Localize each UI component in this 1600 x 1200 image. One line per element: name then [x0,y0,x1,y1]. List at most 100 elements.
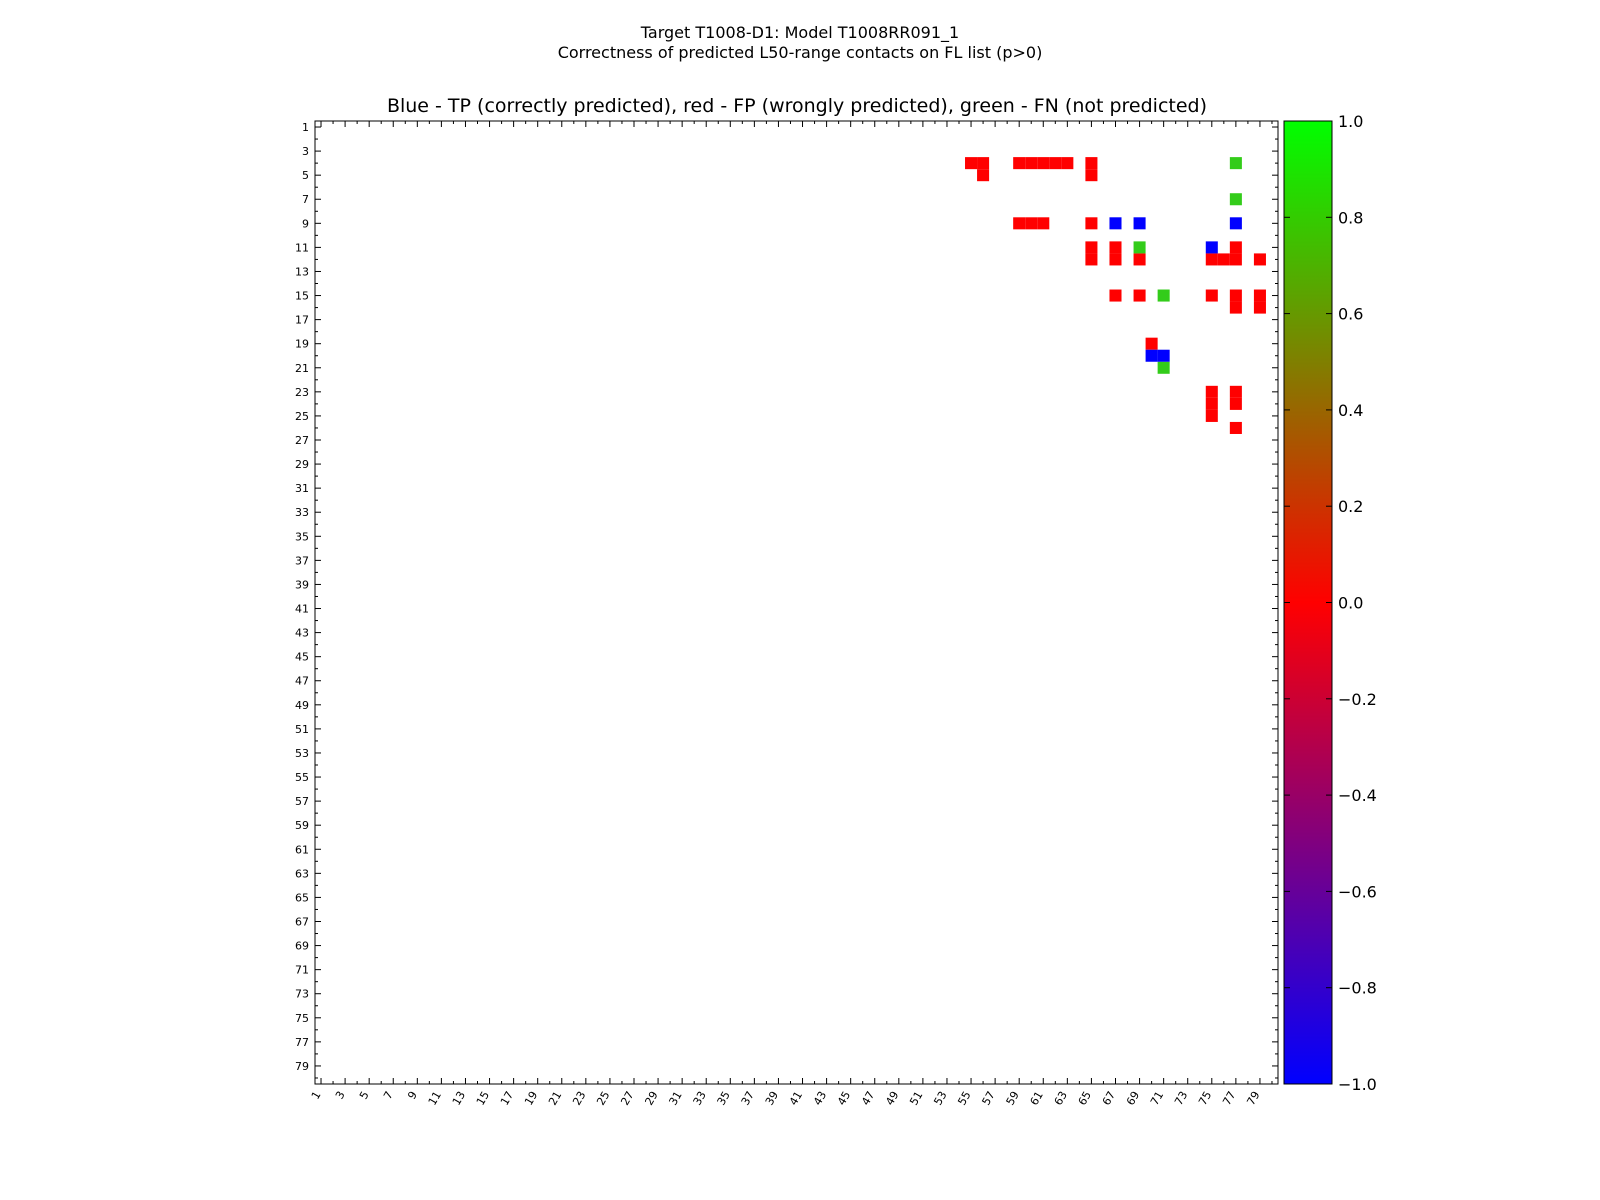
x-tick-label: 7 [381,1089,396,1102]
x-tick-label: 29 [642,1089,660,1108]
contact-cell-fp [1085,157,1098,170]
contact-cell-fp [1037,157,1050,170]
y-tick-label: 79 [295,1060,309,1073]
contact-cell-fp [1229,289,1242,302]
y-tick-label: 15 [295,290,309,303]
contact-cell-fp [1217,253,1230,266]
y-axis-tick-labels: 1357911131517192123252729313335373941434… [295,121,309,1073]
y-tick-label: 63 [295,867,309,880]
suptitle-line-2: Correctness of predicted L50-range conta… [558,43,1043,62]
x-tick-label: 69 [1124,1089,1142,1108]
colorbar-tick-label: 0.6 [1338,305,1363,324]
colorbar-tick-label: 1.0 [1338,112,1363,131]
y-tick-label: 11 [295,241,309,254]
x-tick-label: 67 [1100,1089,1118,1108]
contact-cell-fp [1085,217,1098,230]
x-tick-label: 13 [450,1089,468,1108]
contact-cell-fp [1109,241,1122,254]
y-tick-label: 73 [295,988,309,1001]
contact-cell-fp [1229,241,1242,254]
y-tick-label: 55 [295,771,309,784]
colorbar-ticks: 1.0 0.8 0.6 0.4 0.2 0.0 −0.2 −0.4 −0.6 −0.8 −1.0 [1284,112,1377,1094]
x-tick-label: 57 [979,1089,997,1108]
x-tick-label: 55 [955,1089,973,1108]
y-tick-label: 65 [295,891,309,904]
x-tick-label: 17 [498,1089,516,1108]
contact-cell-tp [1157,349,1170,362]
y-tick-label: 23 [295,386,309,399]
colorbar [1283,120,1333,1085]
y-tick-label: 53 [295,747,309,760]
y-tick-label: 13 [295,265,309,278]
y-tick-label: 9 [302,217,309,230]
contact-cell-fp [1145,337,1158,350]
x-tick-label: 73 [1172,1089,1190,1108]
x-tick-label: 31 [666,1089,684,1108]
contact-cell-fp [1229,421,1242,434]
chart-titles: Target T1008-D1: Model T1008RR091_1 Corr… [387,23,1207,117]
contact-cells [965,157,1266,434]
y-tick-label: 1 [302,121,309,134]
contact-cell-tp [1133,217,1146,230]
y-tick-label: 39 [295,578,309,591]
contact-cell-fp [965,157,978,170]
contact-cell-fn [1157,289,1170,302]
contact-cell-fp [1133,253,1146,266]
y-tick-label: 51 [295,723,309,736]
y-tick-label: 67 [295,915,309,928]
x-tick-label: 33 [691,1089,709,1108]
contact-cell-fp [977,169,990,182]
contact-cell-fn [1229,193,1242,206]
y-tick-label: 27 [295,434,309,447]
contact-cell-fp [1025,217,1038,230]
y-tick-label: 41 [295,603,309,616]
x-tick-label: 21 [546,1089,564,1108]
colorbar-tick-label: 0.4 [1338,401,1363,420]
x-tick-label: 35 [715,1089,733,1108]
y-tick-label: 77 [295,1036,309,1049]
x-tick-label: 23 [570,1089,588,1108]
contact-cell-fp [1037,217,1050,230]
x-tick-label: 51 [907,1089,925,1108]
contact-cell-fp [1025,157,1038,170]
contact-cell-fp [1109,289,1122,302]
contact-cell-fp [1229,253,1242,266]
y-tick-label: 3 [302,145,309,158]
colorbar-tick-label: −0.4 [1338,786,1377,805]
y-tick-label: 25 [295,410,309,423]
x-tick-label: 1 [309,1089,324,1102]
y-tick-label: 49 [295,699,309,712]
colorbar-tick-label: 0.8 [1338,208,1363,227]
x-tick-label: 3 [333,1089,348,1102]
contact-cell-fp [1205,253,1218,266]
y-tick-label: 71 [295,964,309,977]
y-tick-label: 59 [295,819,309,832]
suptitle-line-1: Target T1008-D1: Model T1008RR091_1 [640,23,959,43]
contact-cell-fp [1061,157,1074,170]
contact-cell-fn [1229,157,1242,170]
contact-cell-fp [1013,157,1026,170]
contact-cell-fn [1133,241,1146,254]
x-tick-label: 45 [835,1089,853,1108]
y-tick-label: 29 [295,458,309,471]
contact-cell-fp [1205,385,1218,398]
x-tick-label: 25 [594,1089,612,1108]
contact-cell-fp [1049,157,1062,170]
contact-cell-tp [1145,349,1158,362]
y-tick-label: 19 [295,338,309,351]
contact-cell-tp [1205,241,1218,254]
x-tick-label: 27 [618,1089,636,1108]
x-tick-label: 59 [1004,1089,1022,1108]
contact-cell-fn [1157,361,1170,374]
contact-cell-fp [1013,217,1026,230]
x-tick-label: 5 [357,1089,372,1102]
y-tick-label: 31 [295,482,309,495]
x-tick-label: 63 [1052,1089,1070,1108]
contact-cell-tp [1229,217,1242,230]
contact-cell-fp [1253,301,1266,314]
y-tick-label: 17 [295,314,309,327]
colorbar-tick-label: −0.2 [1338,690,1377,709]
x-tick-label: 9 [405,1089,420,1102]
colorbar-tick-label: 0.0 [1338,594,1363,613]
contact-cell-fp [1229,385,1242,398]
